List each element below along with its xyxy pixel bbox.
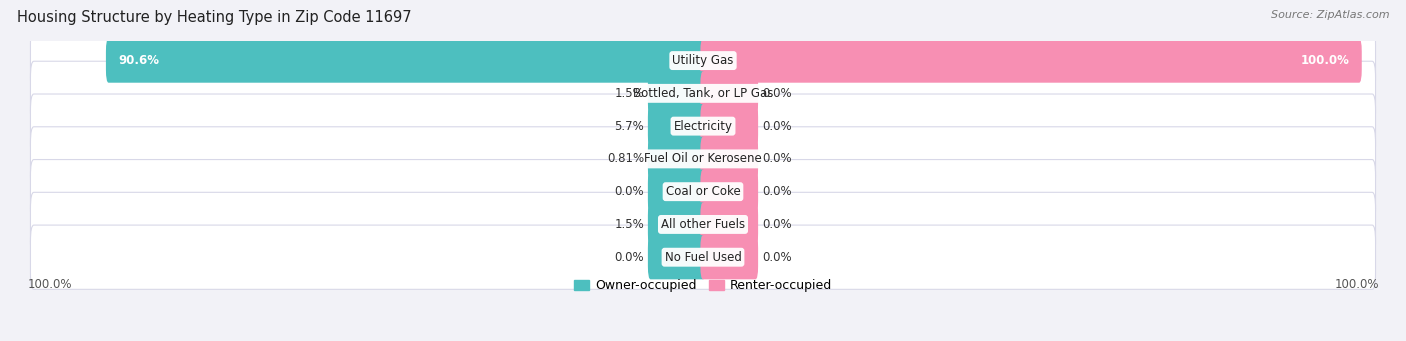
FancyBboxPatch shape [31,192,1375,256]
FancyBboxPatch shape [648,169,706,214]
Text: 0.0%: 0.0% [762,218,792,231]
Text: No Fuel Used: No Fuel Used [665,251,741,264]
FancyBboxPatch shape [700,235,758,279]
Text: 0.0%: 0.0% [614,185,644,198]
FancyBboxPatch shape [648,104,706,148]
Text: 1.5%: 1.5% [614,218,644,231]
FancyBboxPatch shape [31,94,1375,158]
FancyBboxPatch shape [648,202,706,247]
FancyBboxPatch shape [105,39,706,83]
FancyBboxPatch shape [700,202,758,247]
Text: Utility Gas: Utility Gas [672,54,734,67]
FancyBboxPatch shape [31,160,1375,224]
FancyBboxPatch shape [648,235,706,279]
Text: Fuel Oil or Kerosene: Fuel Oil or Kerosene [644,152,762,165]
Text: 0.0%: 0.0% [762,87,792,100]
FancyBboxPatch shape [31,127,1375,191]
FancyBboxPatch shape [700,104,758,148]
Text: All other Fuels: All other Fuels [661,218,745,231]
Text: Source: ZipAtlas.com: Source: ZipAtlas.com [1271,10,1389,20]
FancyBboxPatch shape [700,71,758,116]
Text: 5.7%: 5.7% [614,120,644,133]
Text: 0.81%: 0.81% [607,152,644,165]
FancyBboxPatch shape [31,225,1375,289]
Text: Electricity: Electricity [673,120,733,133]
Text: 100.0%: 100.0% [27,278,72,291]
Text: Bottled, Tank, or LP Gas: Bottled, Tank, or LP Gas [633,87,773,100]
FancyBboxPatch shape [700,39,1362,83]
Text: 1.5%: 1.5% [614,87,644,100]
FancyBboxPatch shape [31,28,1375,93]
Text: 100.0%: 100.0% [1301,54,1350,67]
FancyBboxPatch shape [648,137,706,181]
FancyBboxPatch shape [31,61,1375,125]
FancyBboxPatch shape [700,169,758,214]
Text: 0.0%: 0.0% [762,251,792,264]
Text: Housing Structure by Heating Type in Zip Code 11697: Housing Structure by Heating Type in Zip… [17,10,412,25]
Legend: Owner-occupied, Renter-occupied: Owner-occupied, Renter-occupied [574,279,832,292]
Text: 0.0%: 0.0% [614,251,644,264]
Text: 90.6%: 90.6% [118,54,159,67]
Text: 100.0%: 100.0% [1334,278,1379,291]
Text: 0.0%: 0.0% [762,152,792,165]
Text: Coal or Coke: Coal or Coke [665,185,741,198]
Text: 0.0%: 0.0% [762,120,792,133]
Text: 0.0%: 0.0% [762,185,792,198]
FancyBboxPatch shape [648,71,706,116]
FancyBboxPatch shape [700,137,758,181]
